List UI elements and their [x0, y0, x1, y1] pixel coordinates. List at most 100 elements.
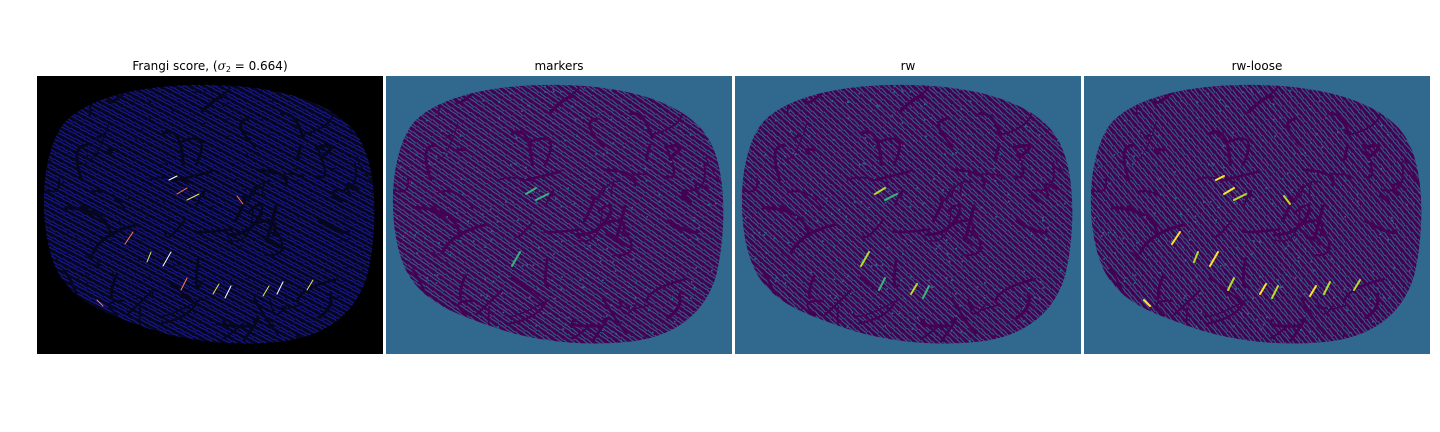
texture-speck — [1337, 131, 1339, 134]
texture-speck — [603, 153, 605, 155]
texture-speck — [435, 282, 438, 284]
vessel-line — [1031, 161, 1055, 192]
texture-speck — [612, 260, 614, 263]
texture-speck — [1200, 311, 1203, 314]
texture-speck — [835, 295, 837, 297]
texture-speck — [1064, 202, 1066, 205]
texture-speck — [291, 265, 293, 268]
texture-speck — [1038, 134, 1041, 136]
texture-speck — [163, 260, 165, 262]
texture-speck — [118, 220, 121, 222]
texture-speck — [1157, 98, 1159, 101]
texture-speck — [344, 219, 347, 222]
texture-speck — [262, 108, 265, 110]
vessel-line — [859, 276, 895, 305]
texture-speck — [1158, 178, 1161, 180]
texture-speck — [66, 154, 69, 156]
vessel-line — [91, 223, 139, 255]
texture-speck — [587, 273, 590, 276]
texture-speck — [788, 110, 791, 113]
texture-speck — [1039, 297, 1041, 300]
texture-speck — [948, 260, 951, 263]
vessel-line — [629, 111, 654, 140]
texture-speck — [298, 309, 301, 312]
texture-speck — [175, 145, 178, 147]
texture-speck — [961, 260, 963, 263]
texture-speck — [484, 246, 486, 248]
markers-panel-title: markers — [534, 59, 584, 73]
texture-speck — [955, 202, 958, 205]
texture-speck — [1211, 162, 1214, 165]
texture-speck — [247, 277, 250, 279]
texture-speck — [1253, 240, 1255, 242]
texture-speck — [67, 252, 69, 254]
texture-speck — [1304, 247, 1307, 250]
vessel-line — [932, 195, 945, 223]
vessel-line — [510, 276, 546, 305]
texture-speck — [183, 264, 186, 266]
highlight-mark — [525, 187, 537, 195]
texture-speck — [959, 88, 961, 91]
texture-speck — [1258, 288, 1261, 290]
texture-speck — [560, 91, 563, 93]
texture-speck — [1281, 87, 1284, 89]
texture-speck — [1154, 212, 1156, 214]
texture-speck — [775, 277, 778, 279]
texture-speck — [930, 286, 933, 289]
vessel-line — [666, 292, 682, 320]
texture-speck — [1344, 216, 1346, 218]
texture-speck — [692, 219, 695, 222]
highlight-mark — [186, 193, 200, 201]
texture-speck — [1357, 200, 1359, 203]
texture-speck — [1042, 219, 1045, 222]
vessel-line — [1013, 143, 1025, 179]
highlight-mark — [860, 251, 870, 267]
texture-speck — [900, 279, 902, 282]
texture-speck — [211, 205, 214, 208]
vessel-line — [951, 219, 975, 237]
texture-speck — [599, 256, 602, 259]
texture-speck — [979, 307, 981, 309]
texture-speck — [170, 206, 172, 209]
texture-speck — [91, 130, 94, 132]
texture-speck — [1126, 162, 1129, 164]
texture-speck — [110, 98, 112, 101]
texture-speck — [873, 145, 876, 147]
vessel-line — [945, 180, 973, 203]
texture-speck — [108, 161, 110, 164]
texture-speck — [140, 208, 143, 211]
texture-speck — [1213, 163, 1215, 165]
texture-speck — [505, 201, 507, 203]
texture-speck — [434, 163, 436, 165]
texture-speck — [765, 231, 767, 234]
texture-speck — [205, 145, 208, 147]
texture-speck — [673, 307, 676, 309]
texture-speck — [109, 252, 112, 255]
texture-speck — [1020, 297, 1022, 300]
vessel-line — [632, 173, 654, 181]
vessel-line — [1153, 147, 1166, 156]
vessel-line — [1343, 143, 1350, 161]
texture-speck — [1208, 163, 1210, 166]
vessel-line — [544, 189, 555, 207]
texture-speck — [554, 145, 557, 147]
highlight-mark — [1309, 285, 1317, 297]
vessel-line — [255, 230, 285, 250]
highlight-mark — [1223, 187, 1235, 195]
vessel-line — [333, 161, 357, 192]
vessel-line — [1392, 182, 1407, 197]
highlight-mark — [146, 251, 152, 263]
vessel-line — [261, 181, 266, 198]
texture-speck — [1295, 113, 1298, 116]
texture-speck — [1060, 269, 1062, 272]
rw-image — [735, 76, 1081, 354]
texture-speck — [271, 100, 274, 103]
texture-speck — [1262, 139, 1264, 142]
texture-speck — [459, 135, 462, 137]
vessel-line — [682, 161, 706, 192]
texture-speck — [535, 325, 537, 327]
texture-speck — [189, 190, 192, 193]
markers-image — [386, 76, 732, 354]
texture-speck — [597, 113, 600, 116]
texture-speck — [440, 130, 443, 132]
